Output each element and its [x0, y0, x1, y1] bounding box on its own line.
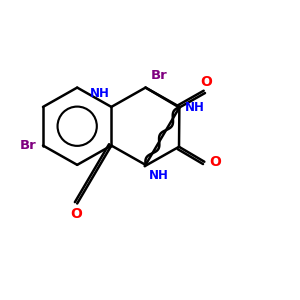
Text: O: O — [200, 76, 212, 89]
Text: Br: Br — [20, 139, 37, 152]
Text: O: O — [209, 155, 221, 169]
Text: O: O — [70, 207, 82, 221]
Text: Br: Br — [151, 69, 168, 82]
Text: NH: NH — [90, 87, 110, 101]
Text: NH: NH — [148, 169, 168, 182]
Text: NH: NH — [185, 101, 205, 114]
